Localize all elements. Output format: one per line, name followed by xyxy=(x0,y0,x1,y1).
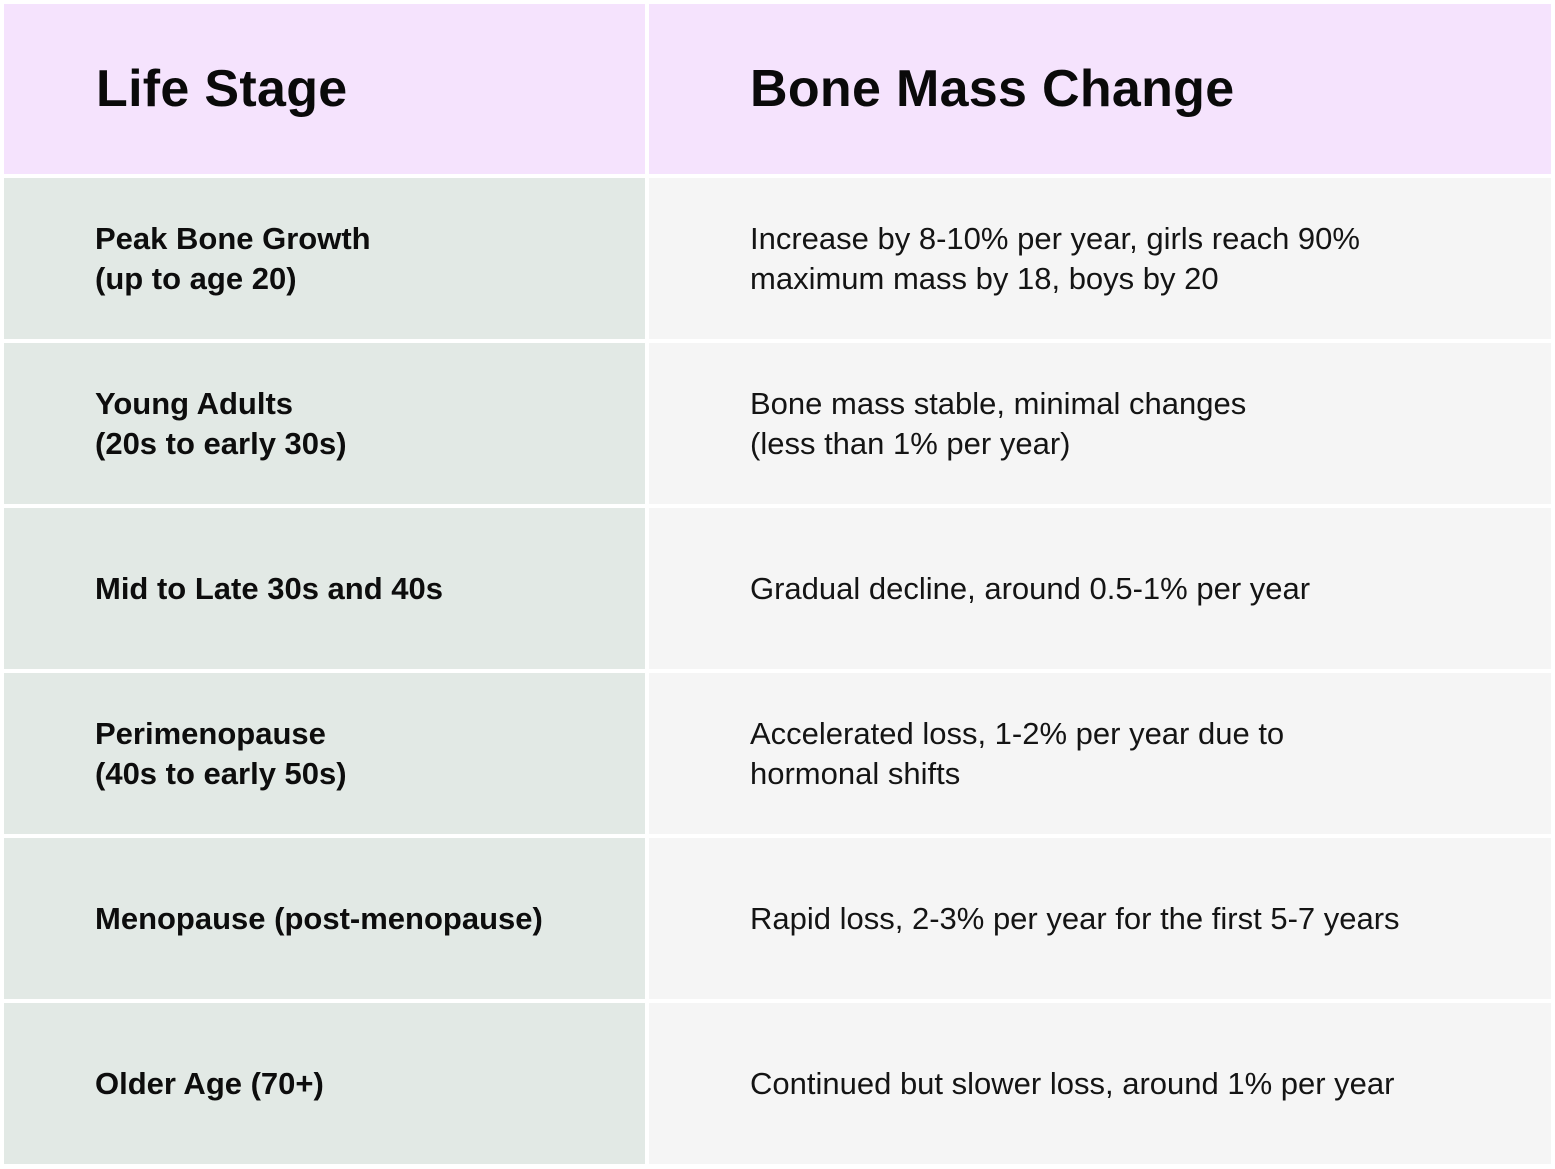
change-line: Increase by 8-10% per year, girls reach … xyxy=(750,220,1360,256)
change-text: Rapid loss, 2-3% per year for the first … xyxy=(750,899,1400,939)
table-row-change-cell: Continued but slower loss, around 1% per… xyxy=(649,1003,1551,1164)
change-text: Gradual decline, around 0.5-1% per year xyxy=(750,569,1310,609)
table-row-stage-cell: Older Age (70+) xyxy=(4,1003,645,1164)
stage-line: Young Adults xyxy=(95,385,294,421)
header-life-stage-label: Life Stage xyxy=(96,60,348,118)
header-bone-mass-change: Bone Mass Change xyxy=(649,4,1551,174)
stage-line: Peak Bone Growth xyxy=(95,220,371,256)
bone-mass-table: Life Stage Bone Mass Change Peak Bone Gr… xyxy=(4,4,1551,1164)
change-line: (less than 1% per year) xyxy=(750,425,1071,461)
table-row-change-cell: Gradual decline, around 0.5-1% per year xyxy=(649,508,1551,669)
stage-line: Mid to Late 30s and 40s xyxy=(95,570,443,606)
header-bone-mass-change-label: Bone Mass Change xyxy=(750,60,1235,118)
change-line: maximum mass by 18, boys by 20 xyxy=(750,260,1219,296)
table-row-change-cell: Rapid loss, 2-3% per year for the first … xyxy=(649,838,1551,999)
stage-text: Menopause (post-menopause) xyxy=(95,899,543,939)
header-life-stage: Life Stage xyxy=(4,4,645,174)
change-text: Accelerated loss, 1-2% per year due to h… xyxy=(750,714,1284,794)
change-line: Continued but slower loss, around 1% per… xyxy=(750,1065,1395,1101)
stage-text: Young Adults (20s to early 30s) xyxy=(95,384,347,464)
stage-line: Older Age (70+) xyxy=(95,1065,324,1101)
table-row-stage-cell: Peak Bone Growth (up to age 20) xyxy=(4,178,645,339)
stage-text: Older Age (70+) xyxy=(95,1064,324,1104)
stage-line: Menopause (post-menopause) xyxy=(95,900,543,936)
stage-text: Mid to Late 30s and 40s xyxy=(95,569,443,609)
stage-line: Perimenopause xyxy=(95,715,326,751)
stage-text: Peak Bone Growth (up to age 20) xyxy=(95,219,371,299)
change-text: Increase by 8-10% per year, girls reach … xyxy=(750,219,1360,299)
change-line: Rapid loss, 2-3% per year for the first … xyxy=(750,900,1400,936)
table-row-stage-cell: Mid to Late 30s and 40s xyxy=(4,508,645,669)
change-line: Accelerated loss, 1-2% per year due to xyxy=(750,715,1285,751)
table-row-change-cell: Bone mass stable, minimal changes (less … xyxy=(649,343,1551,504)
table-row-stage-cell: Menopause (post-menopause) xyxy=(4,838,645,999)
stage-text: Perimenopause (40s to early 50s) xyxy=(95,714,347,794)
table-row-stage-cell: Young Adults (20s to early 30s) xyxy=(4,343,645,504)
stage-line: (40s to early 50s) xyxy=(95,755,347,791)
change-line: Bone mass stable, minimal changes xyxy=(750,385,1247,421)
change-line: hormonal shifts xyxy=(750,755,961,791)
table-row-change-cell: Increase by 8-10% per year, girls reach … xyxy=(649,178,1551,339)
stage-line: (20s to early 30s) xyxy=(95,425,347,461)
table-row-stage-cell: Perimenopause (40s to early 50s) xyxy=(4,673,645,834)
change-text: Bone mass stable, minimal changes (less … xyxy=(750,384,1246,464)
change-line: Gradual decline, around 0.5-1% per year xyxy=(750,570,1311,606)
table-row-change-cell: Accelerated loss, 1-2% per year due to h… xyxy=(649,673,1551,834)
stage-line: (up to age 20) xyxy=(95,260,297,296)
change-text: Continued but slower loss, around 1% per… xyxy=(750,1064,1394,1104)
